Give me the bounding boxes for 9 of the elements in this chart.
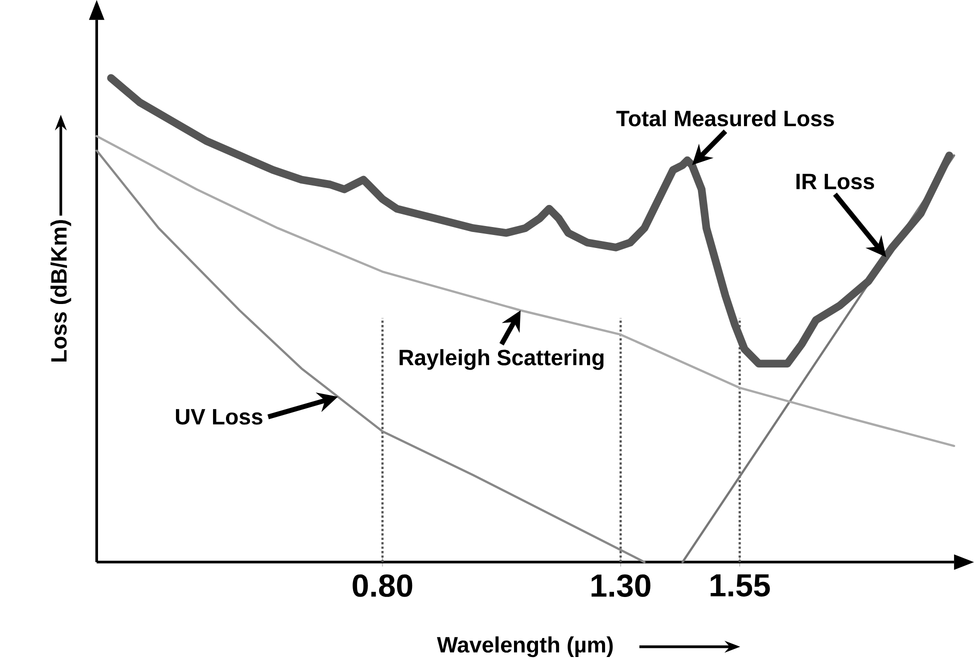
series-label: Rayleigh Scattering: [400, 349, 604, 370]
x-axis-title: Wavelength (µm): [436, 636, 613, 658]
y-axis-title: Loss (dB/Km): [50, 220, 72, 362]
x-tick-label: 1.55: [710, 574, 770, 597]
text: IR Loss: [796, 174, 874, 190]
text: Total Measured Loss: [616, 110, 834, 127]
x-tick-label: 0.80: [352, 574, 412, 598]
text: UV Loss: [176, 409, 262, 425]
x-tick-label: 1.30: [592, 574, 650, 598]
